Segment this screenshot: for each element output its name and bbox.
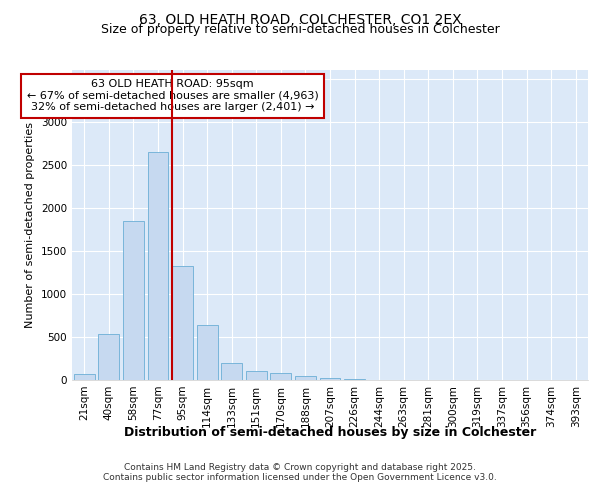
Text: 63, OLD HEATH ROAD, COLCHESTER, CO1 2EX: 63, OLD HEATH ROAD, COLCHESTER, CO1 2EX <box>139 12 461 26</box>
Bar <box>271 372 292 380</box>
Bar <box>74 374 95 380</box>
Text: Size of property relative to semi-detached houses in Colchester: Size of property relative to semi-detach… <box>101 22 499 36</box>
Text: 63 OLD HEATH ROAD: 95sqm
← 67% of semi-detached houses are smaller (4,963)
32% o: 63 OLD HEATH ROAD: 95sqm ← 67% of semi-d… <box>27 80 319 112</box>
Text: Distribution of semi-detached houses by size in Colchester: Distribution of semi-detached houses by … <box>124 426 536 439</box>
Bar <box>344 379 365 380</box>
Bar <box>172 266 193 380</box>
Bar <box>246 370 267 380</box>
Bar <box>295 376 316 380</box>
Bar <box>197 325 218 380</box>
Bar <box>221 363 242 380</box>
Bar <box>98 334 119 380</box>
Text: Contains HM Land Registry data © Crown copyright and database right 2025.
Contai: Contains HM Land Registry data © Crown c… <box>103 463 497 482</box>
Bar <box>320 378 340 380</box>
Bar <box>148 152 169 380</box>
Bar <box>123 220 144 380</box>
Y-axis label: Number of semi-detached properties: Number of semi-detached properties <box>25 122 35 328</box>
